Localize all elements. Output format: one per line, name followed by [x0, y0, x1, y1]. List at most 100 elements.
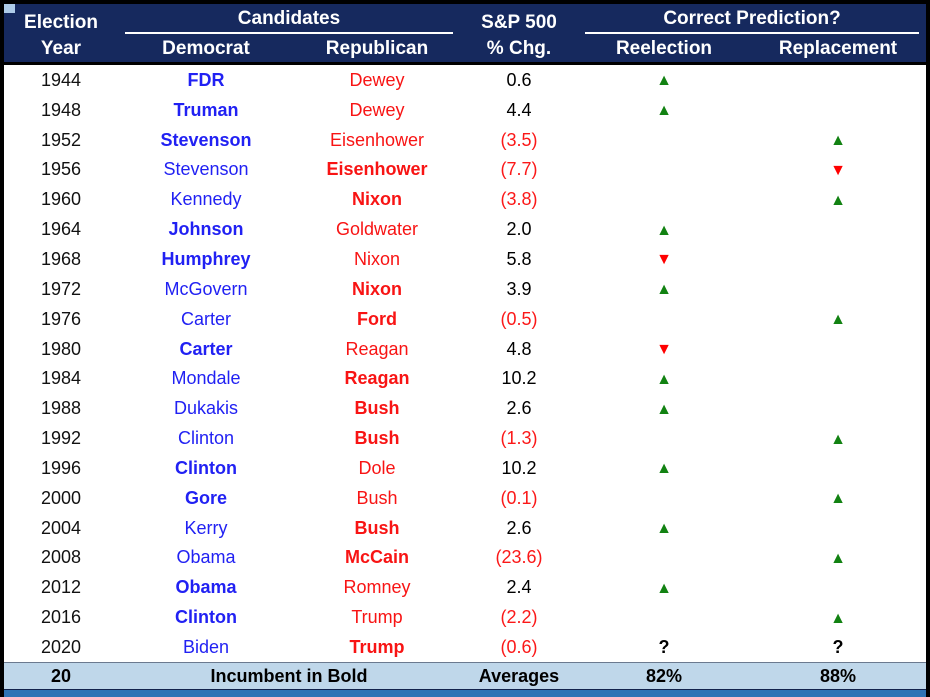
democrat-cell: Biden — [182, 636, 230, 657]
sp500-chg-cell: (3.8) — [500, 189, 538, 210]
year-cell: 1952 — [40, 129, 82, 150]
up-triangle-icon: ▲ — [656, 221, 672, 239]
header-democrat: Democrat — [162, 38, 250, 60]
year-cell: 1988 — [40, 398, 82, 419]
year-cell: 1984 — [40, 368, 82, 389]
table-row: 1968 Humphrey Nixon 5.8 ▼ — [4, 244, 926, 274]
sp500-chg-cell: 2.4 — [506, 577, 532, 598]
replacement-cell: ▲ — [750, 608, 926, 627]
up-triangle-icon: ▲ — [830, 191, 846, 209]
republican-cell: Eisenhower — [326, 159, 428, 180]
sp500-chg-cell: 10.2 — [501, 368, 537, 389]
democrat-cell: Gore — [184, 487, 227, 508]
table-row: 1984 Mondale Reagan 10.2 ▲ — [4, 363, 926, 393]
table-header: Election Candidates S&P 500 Correct Pred… — [4, 4, 926, 65]
up-triangle-icon: ▲ — [830, 490, 846, 508]
reelection-cell: ▲ — [578, 369, 750, 388]
table-row: 1964 Johnson Goldwater 2.0 ▲ — [4, 214, 926, 244]
sp500-chg-cell: 2.0 — [506, 219, 532, 240]
header-row-group: Election Candidates S&P 500 Correct Pred… — [4, 7, 926, 34]
republican-cell: Trump — [349, 636, 405, 657]
replacement-cell: ▲ — [750, 190, 926, 209]
sp500-chg-cell: 2.6 — [506, 398, 532, 419]
table-row: 2020 Biden Trump (0.6)?? — [4, 632, 926, 662]
up-triangle-icon: ▲ — [830, 430, 846, 448]
header-year: Year — [40, 38, 82, 60]
table-row: 2008 Obama McCain (23.6) ▲ — [4, 543, 926, 573]
democrat-cell: Obama — [176, 547, 236, 568]
democrat-cell: Stevenson — [160, 129, 252, 150]
up-triangle-icon: ▲ — [830, 549, 846, 567]
republican-cell: Nixon — [353, 248, 401, 269]
republican-cell: Reagan — [344, 368, 410, 389]
republican-cell: Reagan — [345, 338, 409, 359]
year-cell: 1948 — [40, 99, 82, 120]
question-mark: ? — [832, 636, 844, 657]
year-cell: 1964 — [40, 219, 82, 240]
year-cell: 2008 — [40, 547, 82, 568]
up-triangle-icon: ▲ — [656, 370, 672, 388]
sp500-chg-cell: (3.5) — [500, 129, 538, 150]
down-triangle-icon: ▼ — [830, 161, 846, 179]
prediction-underline — [585, 32, 919, 34]
table-row: 1988 Dukakis Bush 2.6 ▲ — [4, 393, 926, 423]
year-cell: 1996 — [40, 457, 82, 478]
year-cell: 2020 — [40, 636, 82, 657]
democrat-cell: Carter — [179, 338, 233, 359]
candidates-underline — [125, 32, 453, 34]
sp500-chg-cell: (2.2) — [500, 607, 538, 628]
down-triangle-icon: ▼ — [656, 341, 672, 359]
republican-cell: Nixon — [351, 278, 402, 299]
republican-cell: Bush — [356, 487, 398, 508]
footer-averages-label: Averages — [478, 665, 560, 686]
up-triangle-icon: ▲ — [830, 609, 846, 627]
democrat-cell: Truman — [173, 99, 239, 120]
year-cell: 2012 — [40, 577, 82, 598]
republican-cell: Dewey — [349, 99, 405, 120]
sp500-chg-cell: (1.3) — [500, 428, 538, 449]
democrat-cell: FDR — [187, 69, 225, 90]
header-replacement: Replacement — [778, 38, 898, 60]
down-triangle-icon: ▼ — [656, 251, 672, 269]
sp500-chg-cell: 10.2 — [501, 457, 537, 478]
table-row: 1944 FDR Dewey 0.6 ▲ — [4, 65, 926, 95]
reelection-cell: ▼ — [578, 249, 750, 268]
year-cell: 2004 — [40, 517, 82, 538]
bottom-accent-bar — [4, 689, 926, 697]
democrat-cell: Kerry — [184, 517, 228, 538]
democrat-cell: Johnson — [168, 219, 244, 240]
democrat-cell: Dukakis — [173, 398, 239, 419]
republican-cell: McCain — [344, 547, 409, 568]
democrat-cell: Stevenson — [163, 159, 249, 180]
footer-replacement-avg: 88% — [819, 665, 857, 686]
table-row: 2000 Gore Bush (0.1) ▲ — [4, 483, 926, 513]
up-triangle-icon: ▲ — [656, 400, 672, 418]
republican-cell: Dewey — [349, 69, 405, 90]
republican-cell: Bush — [354, 428, 400, 449]
republican-cell: Trump — [351, 607, 403, 628]
footer-reelection-avg: 82% — [645, 665, 683, 686]
year-cell: 1968 — [40, 248, 82, 269]
up-triangle-icon: ▲ — [656, 460, 672, 478]
up-triangle-icon: ▲ — [656, 579, 672, 597]
republican-cell: Eisenhower — [329, 129, 425, 150]
up-triangle-icon: ▲ — [656, 102, 672, 120]
corner-artifact — [4, 4, 15, 13]
republican-cell: Nixon — [351, 189, 402, 210]
up-triangle-icon: ▲ — [656, 72, 672, 90]
year-cell: 2000 — [40, 487, 82, 508]
up-triangle-icon: ▲ — [656, 520, 672, 538]
table-row: 2012 Obama Romney 2.4 ▲ — [4, 572, 926, 602]
table-row: 2004 Kerry Bush 2.6 ▲ — [4, 513, 926, 543]
table-row: 1972 McGovern Nixon 3.9 ▲ — [4, 274, 926, 304]
reelection-cell: ▲ — [578, 70, 750, 89]
democrat-cell: Carter — [180, 308, 231, 329]
question-mark: ? — [658, 636, 670, 657]
up-triangle-icon: ▲ — [656, 281, 672, 299]
reelection-cell: ▲ — [578, 220, 750, 239]
table-row: 1948 Truman Dewey 4.4 ▲ — [4, 95, 926, 125]
reelection-cell: ▲ — [578, 458, 750, 477]
republican-cell: Goldwater — [335, 219, 419, 240]
header-correct-prediction: Correct Prediction? — [578, 8, 926, 34]
table-row: 1952 Stevenson Eisenhower (3.5) ▲ — [4, 125, 926, 155]
